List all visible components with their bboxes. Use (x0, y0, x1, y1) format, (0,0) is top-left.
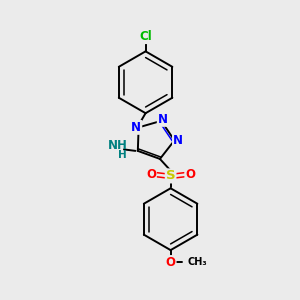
Text: H: H (118, 150, 127, 160)
Text: S: S (166, 169, 175, 182)
Text: O: O (185, 168, 195, 181)
Text: O: O (166, 256, 176, 269)
Text: N: N (131, 121, 141, 134)
Text: Cl: Cl (139, 30, 152, 43)
Text: N: N (173, 134, 183, 147)
Text: O: O (146, 168, 156, 181)
Text: N: N (158, 113, 168, 126)
Text: NH: NH (108, 139, 128, 152)
Text: CH₃: CH₃ (188, 257, 207, 268)
